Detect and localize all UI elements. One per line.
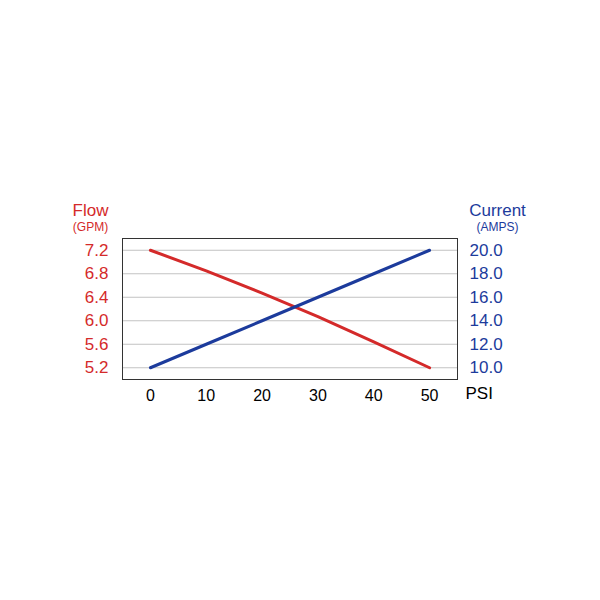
svg-text:12.0: 12.0: [470, 335, 503, 354]
svg-text:10: 10: [197, 387, 215, 404]
svg-text:6.0: 6.0: [85, 311, 109, 330]
svg-text:PSI: PSI: [466, 384, 493, 403]
svg-text:40: 40: [365, 387, 383, 404]
svg-text:5.6: 5.6: [85, 335, 109, 354]
svg-text:7.2: 7.2: [85, 241, 109, 260]
svg-text:16.0: 16.0: [470, 288, 503, 307]
svg-text:50: 50: [421, 387, 439, 404]
svg-text:6.8: 6.8: [85, 264, 109, 283]
svg-text:0: 0: [146, 387, 155, 404]
svg-text:(GPM): (GPM): [73, 220, 108, 234]
svg-text:6.4: 6.4: [85, 288, 109, 307]
svg-text:Flow: Flow: [73, 201, 110, 220]
svg-text:20.0: 20.0: [470, 241, 503, 260]
svg-text:Current: Current: [469, 201, 526, 220]
svg-text:18.0: 18.0: [470, 264, 503, 283]
svg-text:(AMPS): (AMPS): [477, 220, 519, 234]
svg-text:14.0: 14.0: [470, 311, 503, 330]
svg-text:20: 20: [253, 387, 271, 404]
svg-text:5.2: 5.2: [85, 358, 109, 377]
svg-text:10.0: 10.0: [470, 358, 503, 377]
svg-text:30: 30: [309, 387, 327, 404]
